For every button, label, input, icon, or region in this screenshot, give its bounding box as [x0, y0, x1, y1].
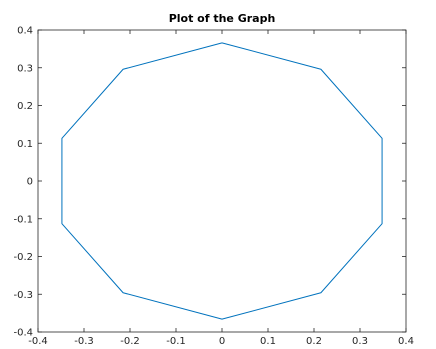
y-tick-label: 0.4: [17, 26, 33, 37]
y-tick-label: 0.3: [17, 63, 33, 74]
y-tick-label: -0.4: [13, 328, 33, 339]
plot-area: [38, 30, 406, 332]
x-tick-label: 0.3: [352, 336, 368, 347]
plot-background: [38, 30, 406, 332]
y-tick-label: -0.2: [13, 252, 33, 263]
chart-title: Plot of the Graph: [169, 12, 276, 25]
y-tick-label: 0.2: [17, 101, 33, 112]
y-tick-label: -0.1: [13, 214, 33, 225]
x-tick-label: 0: [219, 336, 225, 347]
x-tick-label: -0.1: [166, 336, 186, 347]
series-line-0: [61, 42, 383, 320]
y-tick-label: 0: [27, 177, 33, 188]
y-tick-label: -0.3: [13, 290, 33, 301]
x-tick-label: -0.3: [74, 336, 94, 347]
x-tick-label: 0.2: [306, 336, 322, 347]
x-tick-label: 0.1: [260, 336, 276, 347]
x-tick-label: 0.4: [398, 336, 414, 347]
x-tick-label: -0.4: [28, 336, 48, 347]
axes: -0.4 -0.3 -0.2 -0.1 0 0.1 0.2 0.3 0.4 -0.4 -0.3 -0.…: [13, 26, 413, 348]
y-tick-label: 0.1: [17, 139, 33, 150]
x-tick-label: -0.2: [120, 336, 140, 347]
